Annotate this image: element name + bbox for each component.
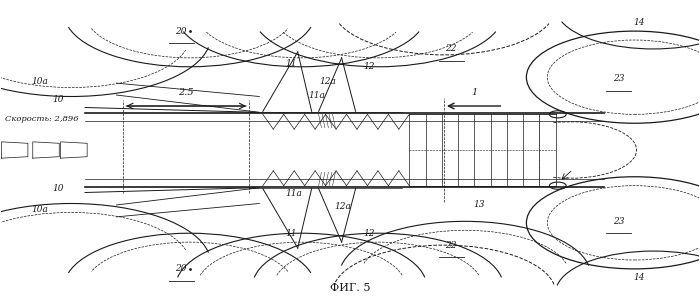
Text: 11: 11 — [285, 229, 297, 238]
Text: 13: 13 — [473, 200, 484, 209]
Text: 10a: 10a — [32, 77, 48, 86]
Text: 10: 10 — [52, 95, 64, 104]
Text: 20: 20 — [176, 264, 187, 273]
Text: 11: 11 — [285, 59, 297, 68]
Text: 23: 23 — [612, 74, 624, 83]
Text: 20: 20 — [176, 27, 187, 36]
Text: 14: 14 — [634, 18, 645, 27]
Text: 10a: 10a — [32, 205, 48, 214]
Text: 12: 12 — [363, 229, 374, 238]
Text: 10: 10 — [52, 184, 64, 193]
Text: 1: 1 — [471, 88, 477, 97]
Text: 23: 23 — [612, 217, 624, 226]
Text: 12a: 12a — [335, 202, 351, 211]
Text: 14: 14 — [634, 273, 645, 282]
Text: 2.5: 2.5 — [178, 88, 194, 97]
Text: 22: 22 — [445, 44, 457, 53]
Text: 12: 12 — [363, 62, 374, 71]
Text: 11a: 11a — [309, 91, 326, 100]
Text: 11a: 11a — [286, 189, 302, 198]
Text: ФИГ. 5: ФИГ. 5 — [330, 283, 370, 293]
Text: 12a: 12a — [319, 77, 336, 86]
Text: 22: 22 — [445, 241, 457, 250]
Text: Скорость: 2,896: Скорость: 2,896 — [5, 115, 78, 123]
